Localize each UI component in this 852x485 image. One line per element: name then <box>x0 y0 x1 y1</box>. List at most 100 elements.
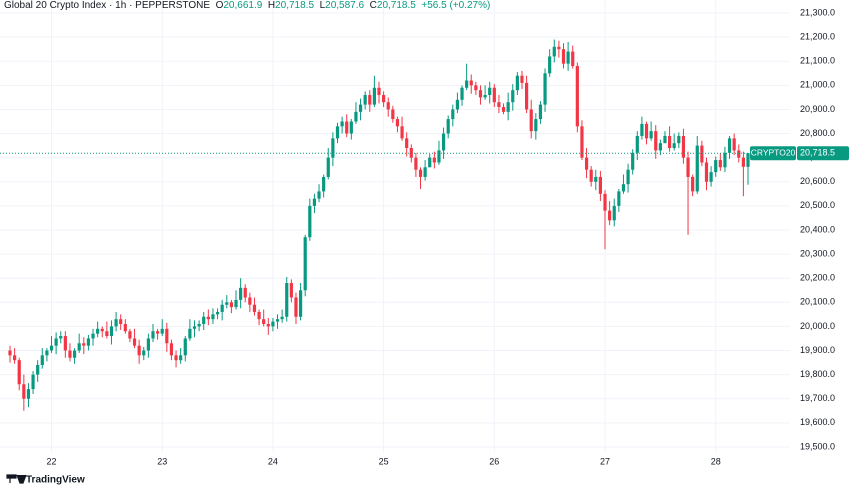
candle-body <box>603 193 607 211</box>
candle-body <box>211 314 215 320</box>
candle-body <box>114 319 118 327</box>
candle-body <box>677 135 681 144</box>
x-tick-label: 22 <box>47 456 57 466</box>
candle-body <box>483 94 487 98</box>
candle-body <box>654 131 658 151</box>
candle-body <box>460 87 464 100</box>
candle-body <box>123 323 127 332</box>
candle-body <box>478 90 483 98</box>
candle-body <box>552 46 556 57</box>
candle-body <box>63 336 67 351</box>
candle-body <box>598 176 602 194</box>
candle-body <box>146 338 150 351</box>
x-tick-label: 26 <box>489 456 499 466</box>
candle-body <box>386 102 390 110</box>
ohlc-value: 20,718.5 <box>376 0 416 11</box>
candle-body <box>59 336 63 339</box>
axis: 19,500.0 19,600.0 19,700.0 19,800.0 19,900.0… <box>47 7 849 466</box>
candle-body <box>691 176 695 192</box>
candle-body <box>723 152 727 168</box>
candle-body <box>561 49 566 64</box>
candle-body <box>22 384 26 399</box>
candle-body <box>294 297 298 317</box>
candle-body <box>169 343 174 356</box>
ohlc-label: C <box>369 0 377 11</box>
y-tick-label: 19,700.0 <box>800 393 835 403</box>
candle-body <box>109 326 114 337</box>
candle-body <box>465 80 469 88</box>
candle-body <box>589 169 593 182</box>
symbol-badge <box>750 146 796 161</box>
candle-body <box>714 160 718 173</box>
candle-body <box>183 338 187 356</box>
x-tick-label: 28 <box>711 456 721 466</box>
change: +56.5 (+0.27%) <box>421 0 491 11</box>
ohlc-label: H <box>267 0 276 11</box>
candle-body <box>77 343 81 351</box>
candle-body <box>335 126 340 139</box>
y-tick-label: 19,600.0 <box>800 417 835 427</box>
candle-body <box>156 331 160 334</box>
candle-body <box>105 331 109 337</box>
candle-body <box>451 109 455 120</box>
candle-body <box>594 176 598 182</box>
logo-icon <box>6 474 27 484</box>
candle-body <box>441 133 446 151</box>
candle-body <box>571 51 575 67</box>
y-tick-label: 20,500.0 <box>800 200 835 210</box>
candle-body <box>345 121 349 134</box>
candle-body <box>737 150 741 158</box>
candle-body <box>455 99 460 110</box>
candle-body <box>391 109 395 120</box>
candle-body <box>515 75 519 91</box>
candle-body <box>72 350 77 358</box>
candle-body <box>718 160 722 168</box>
candle-body <box>469 80 473 86</box>
candle-body <box>686 157 690 177</box>
candle-body <box>298 290 303 317</box>
candle-body <box>626 169 630 185</box>
candle-body <box>621 184 626 192</box>
candle-body <box>312 198 317 206</box>
candle-body <box>488 87 492 95</box>
symbol-title: Global 20 Crypto Index · 1h · PEPPERSTON… <box>4 0 211 11</box>
candle-body <box>252 304 257 312</box>
price-badge-label: 20,718.5 <box>800 148 835 158</box>
candle-body <box>423 167 427 177</box>
x-tick-label: 27 <box>600 456 610 466</box>
candle-body <box>418 169 423 177</box>
candle-body <box>511 90 515 103</box>
ohlc-value: 20,718.5 <box>275 0 315 11</box>
y-tick-label: 21,200.0 <box>800 31 835 41</box>
candle-body <box>354 111 358 122</box>
candle-body <box>91 333 95 339</box>
candle-body <box>206 316 210 320</box>
candle-body <box>280 316 284 320</box>
candle-body <box>86 338 91 346</box>
candle-body <box>68 350 72 358</box>
candle-body <box>529 109 533 132</box>
candle-body <box>681 135 686 158</box>
candle-body <box>13 355 17 361</box>
ohlc-label: O <box>215 0 224 11</box>
candle-body <box>506 102 510 112</box>
symbol-badge-label: CRYPTO20 <box>751 147 796 157</box>
candle-body <box>202 316 206 324</box>
candles <box>0 39 790 411</box>
candle-body <box>197 323 201 327</box>
candle-body <box>262 319 266 324</box>
candle-body <box>497 102 501 108</box>
candle-body <box>243 287 247 298</box>
candle-body <box>525 82 529 110</box>
y-tick-label: 20,400.0 <box>800 224 835 234</box>
candle-body <box>432 157 436 163</box>
candle-body <box>119 319 123 324</box>
candle-body <box>663 135 667 144</box>
candle-body <box>151 331 155 339</box>
header: Global 20 Crypto Index · 1h · PEPPERSTON… <box>4 0 490 11</box>
y-tick-label: 20,000.0 <box>800 321 835 331</box>
candle-body <box>580 126 584 158</box>
y-tick-label: 19,500.0 <box>800 441 835 451</box>
candle-body <box>727 138 732 153</box>
